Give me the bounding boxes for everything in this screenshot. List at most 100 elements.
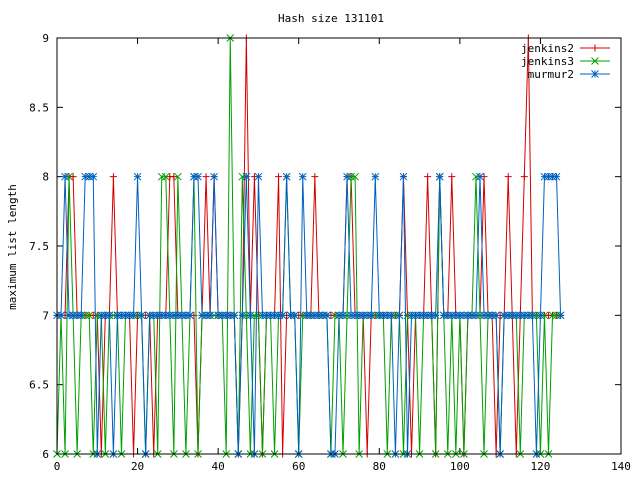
data-point-murmur2	[536, 311, 545, 320]
data-point-murmur2	[556, 311, 565, 320]
data-point-murmur2	[198, 311, 206, 320]
data-point-murmur2	[335, 311, 343, 320]
data-point-murmur2	[254, 172, 263, 181]
data-point-murmur2	[540, 172, 549, 181]
data-point-murmur2	[423, 311, 432, 320]
legend-marker-jenkins3	[591, 57, 599, 65]
data-point-murmur2	[282, 172, 291, 181]
data-point-murmur2	[456, 311, 464, 320]
data-point-murmur2	[347, 311, 355, 320]
data-point-murmur2	[359, 311, 368, 320]
data-point-murmur2	[214, 311, 222, 320]
y-tick-label: 8.5	[29, 101, 49, 114]
data-point-murmur2	[310, 311, 319, 320]
data-point-murmur2	[270, 311, 279, 320]
data-point-murmur2	[274, 311, 283, 320]
data-point-jenkins2	[275, 173, 283, 181]
data-point-murmur2	[431, 311, 440, 320]
data-point-murmur2	[202, 311, 210, 320]
data-point-murmur2	[290, 311, 299, 320]
y-tick-label: 9	[42, 32, 49, 45]
data-point-murmur2	[226, 311, 235, 320]
y-tick-label: 8	[42, 171, 49, 184]
legend-label: jenkins3	[521, 55, 574, 68]
data-point-murmur2	[73, 311, 81, 320]
data-point-murmur2	[443, 311, 452, 320]
data-point-murmur2	[105, 311, 114, 320]
x-tick-label: 20	[131, 460, 144, 473]
data-point-murmur2	[218, 311, 227, 320]
data-point-murmur2	[492, 311, 500, 320]
data-point-murmur2	[69, 311, 77, 320]
data-point-murmur2	[500, 311, 509, 320]
data-point-murmur2	[178, 311, 186, 320]
data-point-murmur2	[149, 311, 158, 320]
data-point-murmur2	[242, 172, 251, 181]
data-point-murmur2	[395, 311, 404, 320]
data-point-murmur2	[81, 172, 90, 181]
legend-item-jenkins3: jenkins3	[521, 55, 610, 68]
data-point-murmur2	[351, 311, 359, 320]
data-point-murmur2	[552, 172, 561, 181]
data-point-murmur2	[145, 311, 154, 320]
x-tick-label: 140	[611, 460, 631, 473]
data-point-murmur2	[411, 311, 420, 320]
data-point-murmur2	[238, 311, 247, 320]
legend-marker-murmur2	[591, 70, 599, 78]
chart-title: Hash size 131101	[278, 12, 384, 25]
data-point-murmur2	[323, 311, 331, 320]
data-point-murmur2	[129, 311, 138, 320]
data-point-murmur2	[516, 311, 525, 320]
data-point-murmur2	[206, 311, 214, 320]
data-point-murmur2	[182, 311, 190, 320]
data-point-murmur2	[367, 311, 376, 320]
data-point-murmur2	[286, 311, 295, 320]
y-axis-label: maximum list length	[6, 184, 19, 310]
data-point-murmur2	[427, 311, 436, 320]
data-point-murmur2	[302, 311, 311, 320]
data-point-murmur2	[161, 311, 170, 320]
x-tick-label: 80	[373, 460, 386, 473]
data-point-murmur2	[117, 311, 126, 320]
data-point-murmur2	[544, 172, 553, 181]
data-point-murmur2	[355, 311, 363, 320]
data-point-murmur2	[512, 311, 521, 320]
y-tick-label: 7.5	[29, 240, 49, 253]
data-point-murmur2	[210, 172, 218, 181]
data-point-murmur2	[61, 172, 69, 181]
data-point-murmur2	[407, 311, 416, 320]
data-point-jenkins2	[448, 173, 456, 181]
legend-label: jenkins2	[521, 42, 574, 55]
data-point-murmur2	[186, 311, 194, 320]
data-point-murmur2	[371, 172, 380, 181]
data-point-murmur2	[315, 311, 323, 320]
data-point-jenkins2	[424, 173, 432, 181]
data-point-murmur2	[174, 311, 182, 320]
data-point-murmur2	[439, 311, 448, 320]
data-point-murmur2	[447, 311, 456, 320]
data-point-murmur2	[451, 311, 460, 320]
data-point-murmur2	[262, 311, 271, 320]
data-point-murmur2	[194, 172, 202, 181]
data-point-jenkins3	[161, 172, 170, 181]
data-point-murmur2	[65, 311, 73, 320]
data-point-murmur2	[383, 311, 392, 320]
x-tick-label: 60	[292, 460, 305, 473]
data-point-jenkins2	[311, 173, 319, 181]
data-point-murmur2	[97, 311, 106, 320]
data-point-murmur2	[548, 172, 557, 181]
data-point-murmur2	[306, 311, 315, 320]
data-point-murmur2	[230, 311, 239, 320]
data-point-jenkins2	[504, 173, 512, 181]
data-point-murmur2	[125, 311, 134, 320]
x-tick-label: 100	[450, 460, 470, 473]
data-point-jenkins3	[174, 172, 182, 181]
data-point-jenkins3	[85, 311, 94, 320]
data-point-murmur2	[488, 311, 496, 320]
y-tick-label: 7	[42, 309, 49, 322]
data-point-murmur2	[121, 311, 130, 320]
data-point-murmur2	[113, 311, 122, 320]
data-point-murmur2	[387, 311, 396, 320]
